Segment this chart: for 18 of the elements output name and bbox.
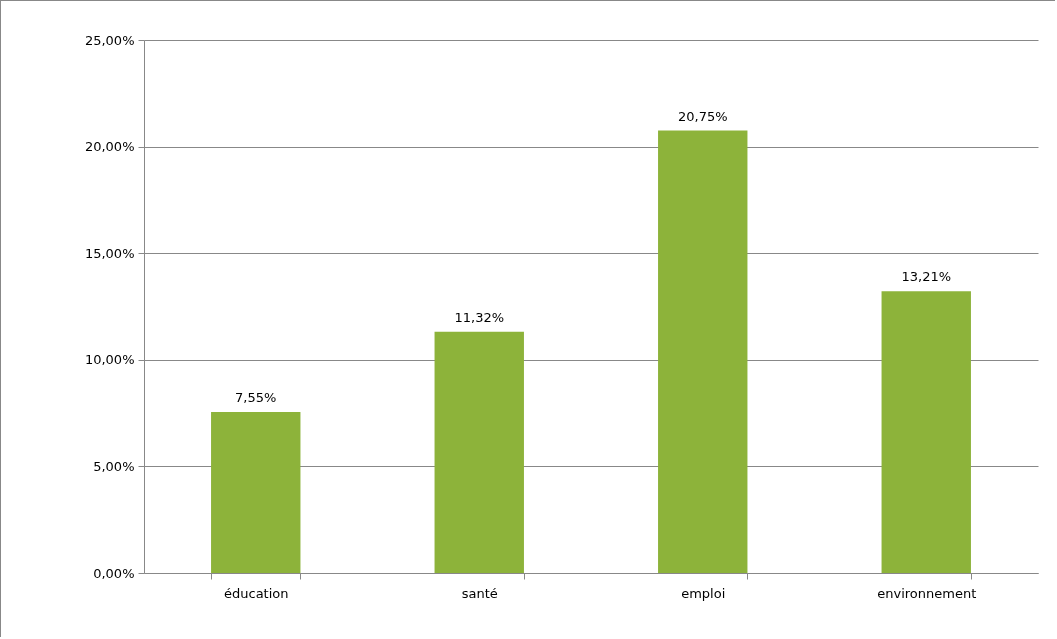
bar <box>658 130 748 573</box>
x-tick-label: éducation <box>223 585 289 601</box>
y-tick-label: 25,00% <box>84 32 135 48</box>
x-tick-label: environnement <box>877 585 977 601</box>
x-tick-label: emploi <box>681 585 726 601</box>
y-tick-label: 5,00% <box>93 458 135 474</box>
y-tick-label: 0,00% <box>93 565 135 581</box>
bar <box>211 412 301 573</box>
data-label: 20,75% <box>677 108 728 124</box>
bar <box>434 331 524 573</box>
y-tick-label: 15,00% <box>84 245 135 261</box>
bar <box>881 291 971 573</box>
y-tick-label: 10,00% <box>84 352 135 368</box>
y-tick-label: 20,00% <box>84 139 135 155</box>
data-label: 11,32% <box>454 309 505 325</box>
x-tick-label: santé <box>461 585 498 601</box>
data-label: 7,55% <box>235 390 277 406</box>
data-label: 13,21% <box>901 269 952 285</box>
